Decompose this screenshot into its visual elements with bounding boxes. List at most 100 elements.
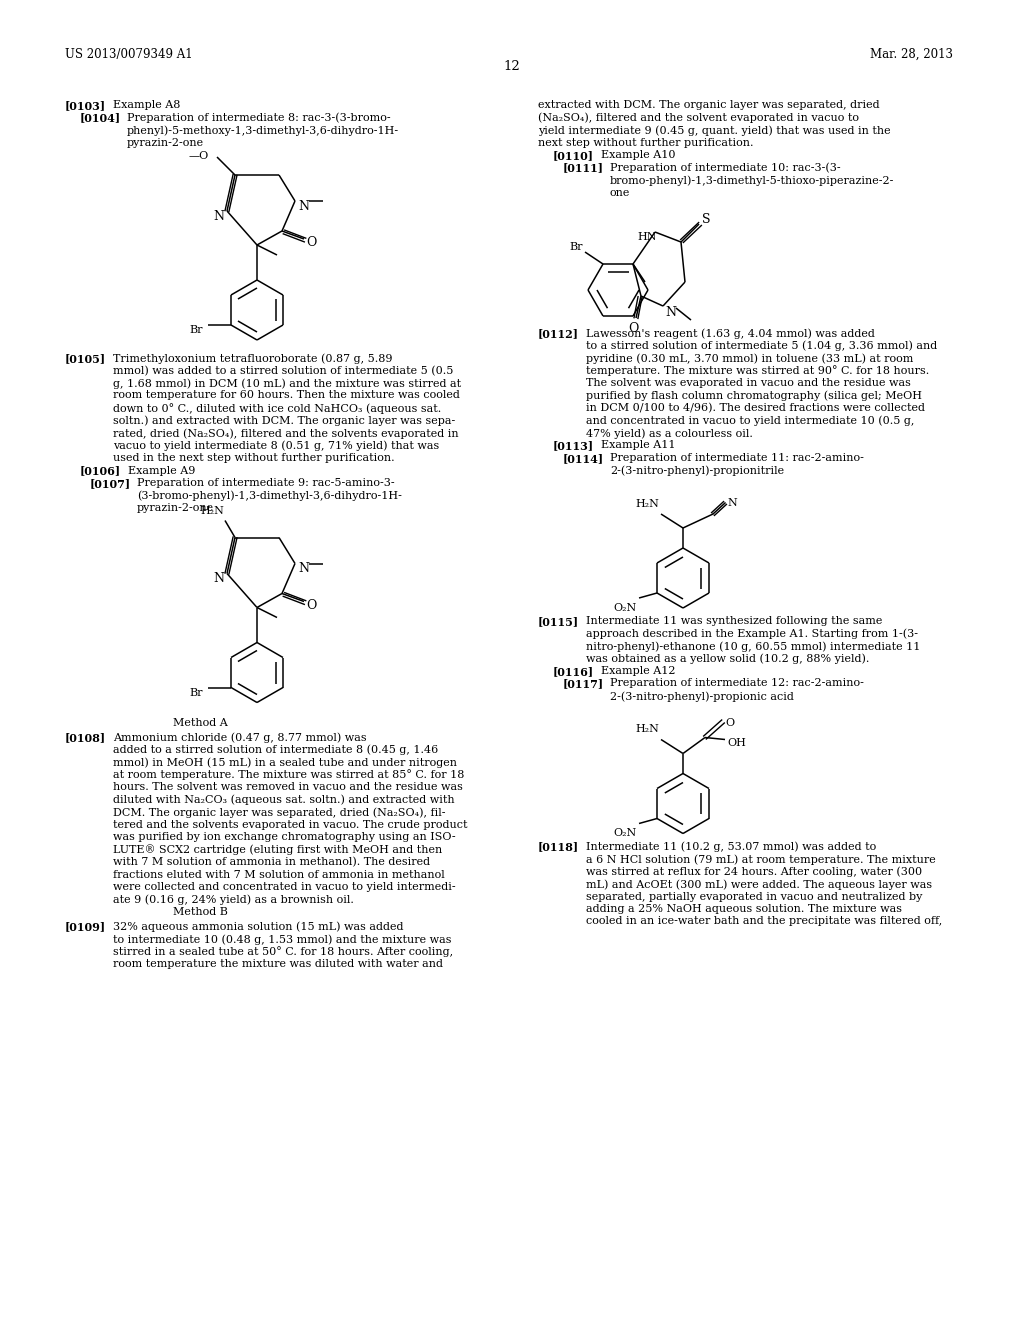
Text: nitro-phenyl)-ethanone (10 g, 60.55 mmol) intermediate 11: nitro-phenyl)-ethanone (10 g, 60.55 mmol…: [586, 642, 921, 652]
Text: next step without further purification.: next step without further purification.: [538, 137, 754, 148]
Text: Intermediate 11 (10.2 g, 53.07 mmol) was added to: Intermediate 11 (10.2 g, 53.07 mmol) was…: [586, 842, 877, 853]
Text: O: O: [306, 599, 316, 612]
Text: Br: Br: [569, 242, 583, 252]
Text: used in the next step without further purification.: used in the next step without further pu…: [113, 453, 394, 463]
Text: [0110]: [0110]: [553, 150, 594, 161]
Text: [0103]: [0103]: [65, 100, 106, 111]
Text: —O: —O: [189, 150, 209, 161]
Text: to intermediate 10 (0.48 g, 1.53 mmol) and the mixture was: to intermediate 10 (0.48 g, 1.53 mmol) a…: [113, 935, 452, 945]
Text: HN: HN: [637, 232, 656, 242]
Text: phenyl)-5-methoxy-1,3-dimethyl-3,6-dihydro-1H-: phenyl)-5-methoxy-1,3-dimethyl-3,6-dihyd…: [127, 125, 399, 136]
Text: down to 0° C., diluted with ice cold NaHCO₃ (aqueous sat.: down to 0° C., diluted with ice cold NaH…: [113, 403, 441, 414]
Text: N: N: [213, 572, 224, 585]
Text: was purified by ion exchange chromatography using an ISO-: was purified by ion exchange chromatogra…: [113, 832, 456, 842]
Text: one: one: [610, 187, 631, 198]
Text: [0117]: [0117]: [563, 678, 604, 689]
Text: N: N: [298, 199, 309, 213]
Text: O₂N: O₂N: [613, 603, 637, 612]
Text: 47% yield) as a colourless oil.: 47% yield) as a colourless oil.: [586, 428, 753, 438]
Text: [0114]: [0114]: [563, 453, 604, 465]
Text: Trimethyloxonium tetrafluoroborate (0.87 g, 5.89: Trimethyloxonium tetrafluoroborate (0.87…: [113, 352, 392, 363]
Text: 12: 12: [504, 59, 520, 73]
Text: N: N: [665, 305, 676, 318]
Text: Example A10: Example A10: [601, 150, 676, 160]
Text: mL) and AcOEt (300 mL) were added. The aqueous layer was: mL) and AcOEt (300 mL) were added. The a…: [586, 879, 932, 890]
Text: O: O: [628, 322, 638, 334]
Text: H₂N: H₂N: [200, 507, 224, 516]
Text: Preparation of intermediate 10: rac-3-(3-: Preparation of intermediate 10: rac-3-(3…: [610, 162, 841, 173]
Text: O: O: [725, 718, 734, 729]
Text: stirred in a sealed tube at 50° C. for 18 hours. After cooling,: stirred in a sealed tube at 50° C. for 1…: [113, 946, 454, 957]
Text: 2-(3-nitro-phenyl)-propionic acid: 2-(3-nitro-phenyl)-propionic acid: [610, 690, 794, 701]
Text: bromo-phenyl)-1,3-dimethyl-5-thioxo-piperazine-2-: bromo-phenyl)-1,3-dimethyl-5-thioxo-pipe…: [610, 176, 894, 186]
Text: [0107]: [0107]: [90, 478, 131, 488]
Text: 32% aqueous ammonia solution (15 mL) was added: 32% aqueous ammonia solution (15 mL) was…: [113, 921, 403, 932]
Text: at room temperature. The mixture was stirred at 85° C. for 18: at room temperature. The mixture was sti…: [113, 770, 464, 780]
Text: 2-(3-nitro-phenyl)-propionitrile: 2-(3-nitro-phenyl)-propionitrile: [610, 466, 784, 477]
Text: fractions eluted with 7 M solution of ammonia in methanol: fractions eluted with 7 M solution of am…: [113, 870, 444, 879]
Text: [0111]: [0111]: [563, 162, 604, 173]
Text: purified by flash column chromatography (silica gel; MeOH: purified by flash column chromatography …: [586, 391, 922, 401]
Text: added to a stirred solution of intermediate 8 (0.45 g, 1.46: added to a stirred solution of intermedi…: [113, 744, 438, 755]
Text: [0115]: [0115]: [538, 616, 580, 627]
Text: Example A11: Example A11: [601, 441, 676, 450]
Text: rated, dried (Na₂SO₄), filtered and the solvents evaporated in: rated, dried (Na₂SO₄), filtered and the …: [113, 428, 459, 438]
Text: in DCM 0/100 to 4/96). The desired fractions were collected: in DCM 0/100 to 4/96). The desired fract…: [586, 403, 925, 413]
Text: [0118]: [0118]: [538, 842, 580, 853]
Text: a 6 N HCl solution (79 mL) at room temperature. The mixture: a 6 N HCl solution (79 mL) at room tempe…: [586, 854, 936, 865]
Text: Preparation of intermediate 9: rac-5-amino-3-: Preparation of intermediate 9: rac-5-ami…: [137, 478, 394, 488]
Text: (3-bromo-phenyl)-1,3-dimethyl-3,6-dihydro-1H-: (3-bromo-phenyl)-1,3-dimethyl-3,6-dihydr…: [137, 491, 401, 502]
Text: [0105]: [0105]: [65, 352, 106, 364]
Text: approach described in the Example A1. Starting from 1-(3-: approach described in the Example A1. St…: [586, 628, 918, 639]
Text: Ammonium chloride (0.47 g, 8.77 mmol) was: Ammonium chloride (0.47 g, 8.77 mmol) wa…: [113, 733, 367, 743]
Text: was obtained as a yellow solid (10.2 g, 88% yield).: was obtained as a yellow solid (10.2 g, …: [586, 653, 869, 664]
Text: [0109]: [0109]: [65, 921, 106, 932]
Text: Intermediate 11 was synthesized following the same: Intermediate 11 was synthesized followin…: [586, 616, 883, 626]
Text: Example A12: Example A12: [601, 667, 676, 676]
Text: O₂N: O₂N: [613, 829, 637, 838]
Text: Method B: Method B: [173, 907, 227, 917]
Text: The solvent was evaporated in vacuo and the residue was: The solvent was evaporated in vacuo and …: [586, 378, 911, 388]
Text: tered and the solvents evaporated in vacuo. The crude product: tered and the solvents evaporated in vac…: [113, 820, 468, 829]
Text: Method A: Method A: [173, 718, 227, 727]
Text: vacuo to yield intermediate 8 (0.51 g, 71% yield) that was: vacuo to yield intermediate 8 (0.51 g, 7…: [113, 441, 439, 451]
Text: ate 9 (0.16 g, 24% yield) as a brownish oil.: ate 9 (0.16 g, 24% yield) as a brownish …: [113, 895, 354, 906]
Text: N: N: [727, 498, 736, 508]
Text: US 2013/0079349 A1: US 2013/0079349 A1: [65, 48, 193, 61]
Text: to a stirred solution of intermediate 5 (1.04 g, 3.36 mmol) and: to a stirred solution of intermediate 5 …: [586, 341, 937, 351]
Text: [0112]: [0112]: [538, 327, 579, 339]
Text: were collected and concentrated in vacuo to yield intermedi-: were collected and concentrated in vacuo…: [113, 882, 456, 892]
Text: adding a 25% NaOH aqueous solution. The mixture was: adding a 25% NaOH aqueous solution. The …: [586, 904, 902, 913]
Text: [0113]: [0113]: [553, 441, 594, 451]
Text: mmol) was added to a stirred solution of intermediate 5 (0.5: mmol) was added to a stirred solution of…: [113, 366, 454, 376]
Text: N: N: [213, 210, 224, 223]
Text: (Na₂SO₄), filtered and the solvent evaporated in vacuo to: (Na₂SO₄), filtered and the solvent evapo…: [538, 112, 859, 123]
Text: Preparation of intermediate 12: rac-2-amino-: Preparation of intermediate 12: rac-2-am…: [610, 678, 864, 689]
Text: [0108]: [0108]: [65, 733, 106, 743]
Text: OH: OH: [727, 738, 745, 748]
Text: O: O: [306, 236, 316, 249]
Text: Lawesson's reagent (1.63 g, 4.04 mmol) was added: Lawesson's reagent (1.63 g, 4.04 mmol) w…: [586, 327, 874, 338]
Text: [0104]: [0104]: [80, 112, 121, 124]
Text: LUTE® SCX2 cartridge (eluting first with MeOH and then: LUTE® SCX2 cartridge (eluting first with…: [113, 845, 442, 855]
Text: g, 1.68 mmol) in DCM (10 mL) and the mixture was stirred at: g, 1.68 mmol) in DCM (10 mL) and the mix…: [113, 378, 461, 388]
Text: [0116]: [0116]: [553, 667, 594, 677]
Text: pyridine (0.30 mL, 3.70 mmol) in toluene (33 mL) at room: pyridine (0.30 mL, 3.70 mmol) in toluene…: [586, 352, 913, 363]
Text: DCM. The organic layer was separated, dried (Na₂SO₄), fil-: DCM. The organic layer was separated, dr…: [113, 807, 445, 817]
Text: yield intermediate 9 (0.45 g, quant. yield) that was used in the: yield intermediate 9 (0.45 g, quant. yie…: [538, 125, 891, 136]
Text: cooled in an ice-water bath and the precipitate was filtered off,: cooled in an ice-water bath and the prec…: [586, 916, 942, 927]
Text: Example A9: Example A9: [128, 466, 196, 475]
Text: mmol) in MeOH (15 mL) in a sealed tube and under nitrogen: mmol) in MeOH (15 mL) in a sealed tube a…: [113, 756, 457, 767]
Text: [0106]: [0106]: [80, 466, 121, 477]
Text: Preparation of intermediate 11: rac-2-amino-: Preparation of intermediate 11: rac-2-am…: [610, 453, 864, 463]
Text: Br: Br: [189, 325, 203, 335]
Text: pyrazin-2-one: pyrazin-2-one: [127, 137, 204, 148]
Text: Mar. 28, 2013: Mar. 28, 2013: [870, 48, 953, 61]
Text: pyrazin-2-one: pyrazin-2-one: [137, 503, 214, 513]
Text: Preparation of intermediate 8: rac-3-(3-bromo-: Preparation of intermediate 8: rac-3-(3-…: [127, 112, 390, 123]
Text: H₂N: H₂N: [635, 725, 658, 734]
Text: and concentrated in vacuo to yield intermediate 10 (0.5 g,: and concentrated in vacuo to yield inter…: [586, 416, 914, 426]
Text: room temperature the mixture was diluted with water and: room temperature the mixture was diluted…: [113, 960, 443, 969]
Text: Example A8: Example A8: [113, 100, 180, 110]
Text: diluted with Na₂CO₃ (aqueous sat. soltn.) and extracted with: diluted with Na₂CO₃ (aqueous sat. soltn.…: [113, 795, 455, 805]
